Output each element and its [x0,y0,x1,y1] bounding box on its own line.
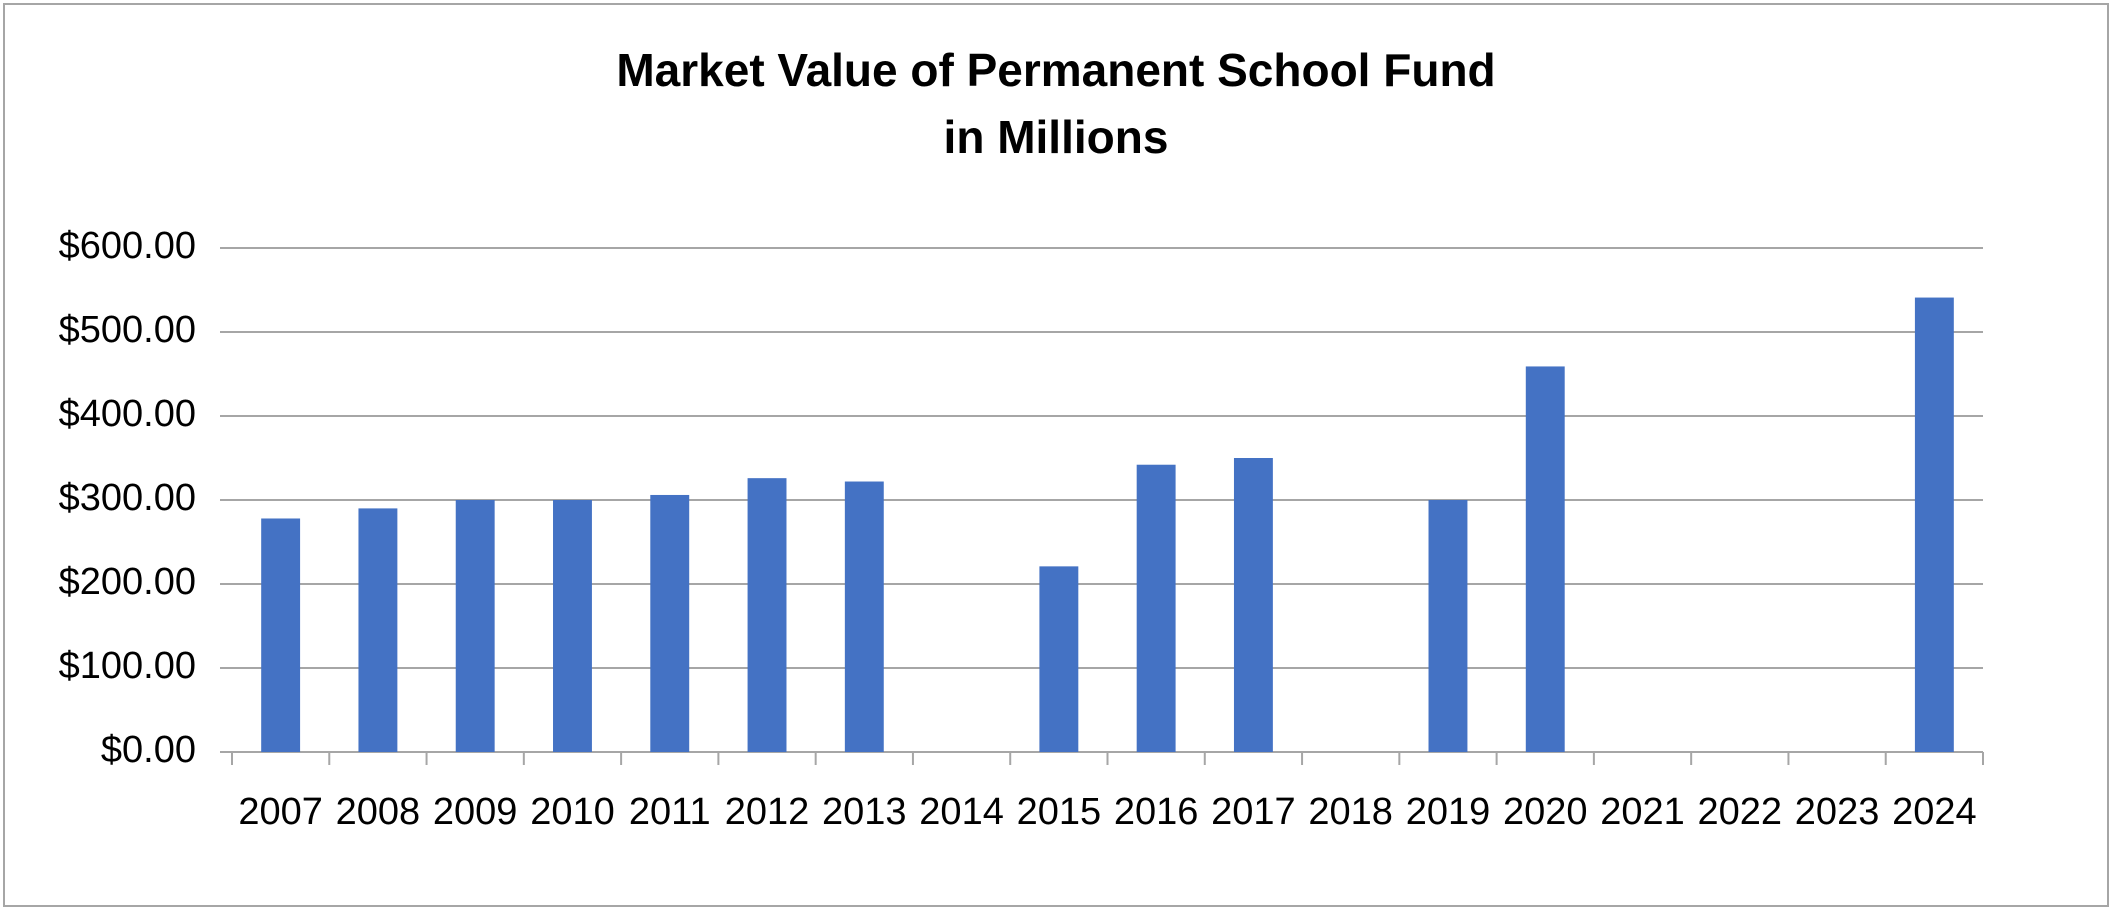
bar [261,518,301,752]
x-tick-label: 2010 [530,791,615,833]
x-tick-label: 2021 [1600,791,1685,833]
bar [1136,464,1176,752]
x-tick-label: 2018 [1308,791,1393,833]
x-tick-label: 2014 [919,791,1004,833]
bar [747,478,787,752]
x-tick-label: 2012 [725,791,810,833]
bar [455,500,495,752]
x-tick-label: 2024 [1892,791,1977,833]
x-tick-label: 2016 [1114,791,1199,833]
chart-border [3,3,2109,907]
chart-title: Market Value of Permanent School Fund [616,44,1495,96]
bar [650,494,690,752]
x-tick-label: 2011 [629,791,711,833]
bar [844,481,884,752]
chart-title: in Millions [944,111,1169,163]
bar [1039,566,1079,752]
bar [553,500,592,752]
x-tick-label: 2020 [1503,791,1588,833]
x-tick-label: 2023 [1795,791,1880,833]
y-tick-label: $200.00 [59,561,196,603]
x-tick-label: 2017 [1211,791,1296,833]
x-tick-label: 2009 [433,791,518,833]
y-tick-label: $500.00 [59,309,196,351]
bar [1914,297,1954,752]
x-tick-label: 2019 [1406,791,1491,833]
bar [1233,458,1273,752]
y-tick-label: $400.00 [59,393,196,435]
y-tick-label: $0.00 [101,729,196,771]
y-tick-label: $300.00 [59,477,196,519]
bar [358,508,398,752]
x-tick-label: 2022 [1698,791,1783,833]
x-tick-label: 2015 [1017,791,1102,833]
bar [1525,366,1565,752]
y-tick-label: $100.00 [59,645,196,687]
bar [1428,500,1468,752]
x-tick-label: 2013 [822,791,907,833]
x-tick-label: 2007 [238,791,323,833]
x-tick-label: 2008 [336,791,421,833]
y-tick-label: $600.00 [59,225,196,267]
